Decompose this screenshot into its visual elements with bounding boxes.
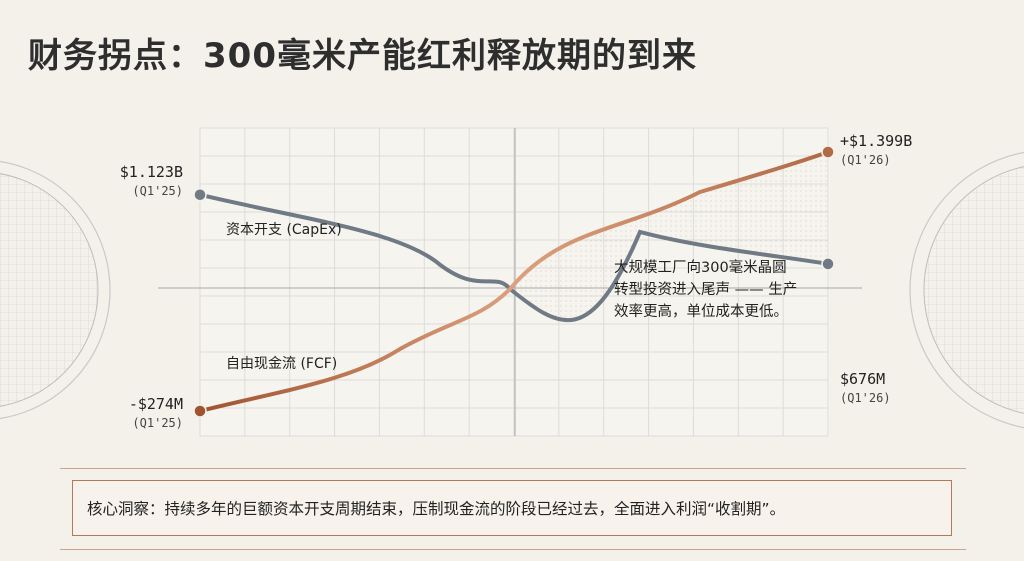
spread-shade <box>510 152 828 321</box>
fcf-start-period: (Q1'25) <box>132 416 183 430</box>
capex-start-label: $1.123B <box>120 163 183 181</box>
series-line-fcf <box>198 150 830 413</box>
fcf-end-period: (Q1'26) <box>840 153 891 167</box>
fcf-start-point <box>193 404 207 418</box>
page-title: 财务拐点：300毫米产能红利释放期的到来 <box>28 36 697 76</box>
chart: $1.123B (Q1'25) -$274M (Q1'25) +$1.399B (Q1'2… <box>0 127 1024 437</box>
fcf-series-label: 自由现金流 (FCF) <box>226 356 337 372</box>
capex-series-label: 资本开支 (CapEx) <box>226 222 342 238</box>
fcf-end-label: +$1.399B <box>840 132 912 150</box>
fcf-start-label: -$274M <box>129 395 183 413</box>
fcf-end-point <box>821 145 835 159</box>
insight-frame <box>60 468 966 550</box>
insight-box: 核心洞察：持续多年的巨额资本开支周期结束，压制现金流的阶段已经过去，全面进入利润… <box>72 480 952 536</box>
capex-end-point <box>821 257 835 271</box>
annotation-line: 大规模工厂向300毫米晶圆 <box>614 258 787 276</box>
capex-end-period: (Q1'26) <box>840 391 891 405</box>
capex-start-period: (Q1'25) <box>132 184 183 198</box>
capex-start-point <box>193 187 207 202</box>
annotation-line: 效率更高，单位成本更低。 <box>614 303 788 320</box>
right-decorative-circle <box>909 151 1024 429</box>
annotation-line: 转型投资进入尾声 —— 生产 <box>614 280 797 298</box>
left-decorative-circle <box>0 160 111 420</box>
insight-text: 核心洞察：持续多年的巨额资本开支周期结束，压制现金流的阶段已经过去，全面进入利润… <box>87 500 786 518</box>
capex-end-label: $676M <box>840 370 885 388</box>
